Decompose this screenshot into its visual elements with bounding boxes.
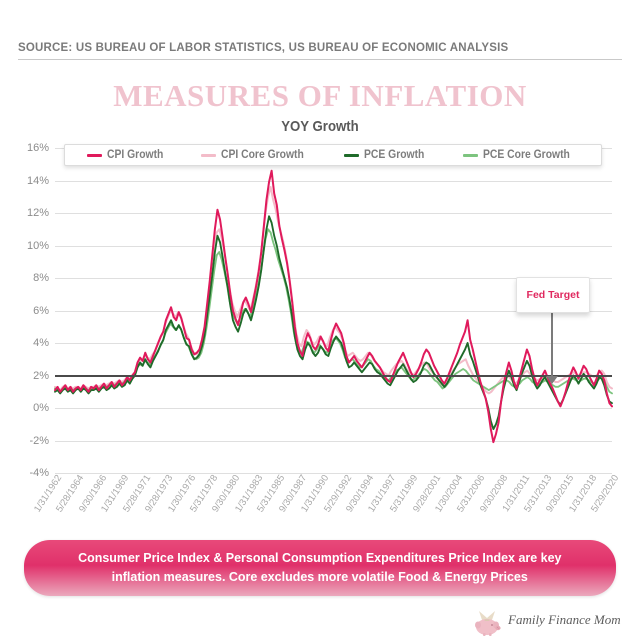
y-axis-tick: 16% [26,142,49,154]
legend-item[interactable]: CPI Core Growth [200,149,313,161]
legend-swatch-icon [200,153,216,157]
gridline [55,473,612,474]
y-axis-tick: -4% [29,467,49,479]
gridline [55,245,612,247]
series-lines [55,148,612,473]
page-title: MEASURES OF INFLATION [113,78,527,113]
y-axis-tick: 8% [33,272,49,284]
caption-line-1: Consumer Price Index & Personal Consumpt… [78,550,562,566]
legend-item[interactable]: CPI Growth [86,149,170,161]
y-axis-tick: 10% [26,239,49,252]
caption-banner: Consumer Price Index & Personal Consumpt… [24,540,616,596]
legend-swatch-icon [462,153,478,157]
brand-name: Family Finance Mom [508,612,621,627]
y-axis-labels: 16% 14% 12% 10% 8% 6% 4% 2% 0% -2% -4% [0,142,49,479]
footer-logo: Family Finance Mom [470,600,630,640]
piggy-bank-icon [475,611,501,636]
legend-swatch-icon [344,153,360,157]
y-axis-tick: 14% [26,174,49,187]
source-bar: SOURCE: US BUREAU OF LABOR STATISTICS, U… [18,42,622,60]
gridline [55,440,612,442]
fed-target-line [55,374,612,377]
fed-target-label: Fed Target [526,289,580,301]
y-axis-tick: 2% [33,369,49,382]
y-axis-tick: 4% [33,337,49,349]
gridline [55,408,612,409]
caption-line-2: inflation measures. Core excludes more v… [111,569,529,584]
legend-item[interactable]: PCE Growth [344,149,431,161]
chart-container: 16% 14% 12% 10% 8% 6% 4% 2% 0% -2% -4% Fed Target … [0,140,640,480]
gridline [55,310,612,312]
plot-area [55,148,612,474]
series-line [55,216,612,429]
y-axis-tick: -2% [29,434,49,447]
chart-legend: CPI Growth CPI Core Growth PCE Growth PCE C… [64,144,602,166]
chart-subtitle: YOY Growth [281,118,359,135]
fed-target-arrow-line [551,311,553,379]
legend-swatch-icon [86,153,102,157]
series-line [55,171,612,442]
y-axis-tick: 12% [26,207,49,219]
fed-target-arrow-head [546,376,558,384]
legend-item[interactable]: PCE Core Growth [462,149,579,161]
y-axis-tick: 6% [33,304,49,317]
legend-label: PCE Growth [364,149,425,161]
legend-label: PCE Core Growth [482,149,570,161]
fed-target-callout: Fed Target [516,277,590,313]
legend-label: CPI Core Growth [220,149,304,161]
legend-label: CPI Growth [106,149,164,161]
x-axis-labels: 1/31/1962 5/28/1964 9/30/1966 1/31/1969 5/28… [32,473,621,533]
gridline [55,278,612,279]
gridline [55,213,612,214]
gridline [55,180,612,182]
source-text: SOURCE: US BUREAU OF LABOR STATISTICS, U… [18,42,509,54]
y-axis-tick: 0% [33,402,49,414]
